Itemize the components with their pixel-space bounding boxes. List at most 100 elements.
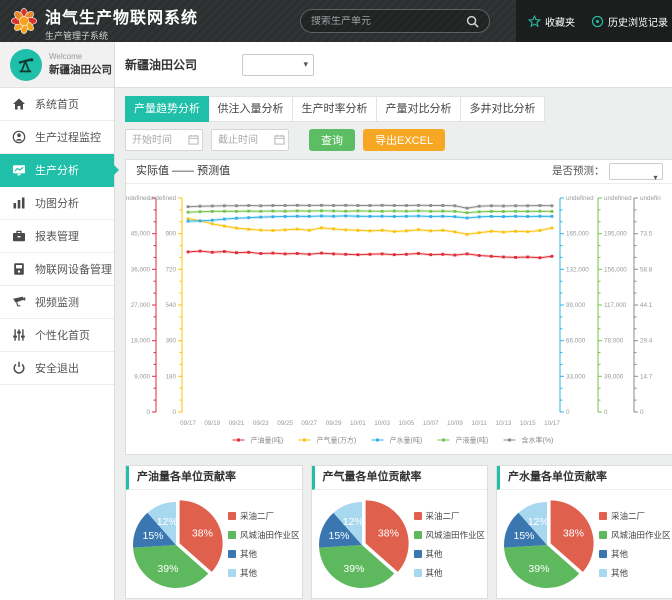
pie-legend-item[interactable]: 其他: [413, 567, 486, 579]
start-date-field[interactable]: [125, 129, 203, 151]
start-date-input[interactable]: [125, 129, 203, 151]
gas-pie-chart: 38% 39% 15% 12%: [314, 491, 414, 597]
svg-text:38%: 38%: [192, 528, 213, 540]
sidebar-item-dynamometer-analysis[interactable]: 功图分析: [0, 187, 114, 220]
search-input[interactable]: [311, 15, 466, 27]
legend-swatch: [413, 568, 422, 577]
sidebar-item-personalized-home[interactable]: 个性化首页: [0, 319, 114, 352]
pie-legend-item[interactable]: 采油二厂: [599, 510, 671, 522]
pie-legend-item[interactable]: 其他: [413, 548, 486, 560]
tab-multi-well-compare[interactable]: 多井对比分析: [461, 96, 545, 122]
query-button[interactable]: 查询: [309, 129, 355, 151]
svg-text:undefined: undefined: [148, 195, 176, 202]
svg-text:27,000: 27,000: [131, 302, 151, 309]
svg-text:73.5: 73.5: [640, 231, 653, 238]
svg-text:10/17: 10/17: [544, 420, 560, 427]
home-icon: [12, 97, 26, 111]
svg-text:15%: 15%: [514, 530, 535, 542]
svg-text:含水率(%): 含水率(%): [522, 436, 554, 445]
svg-text:132,000: 132,000: [566, 266, 589, 273]
pie-legend-item[interactable]: 采油二厂: [413, 510, 486, 522]
pie-legend-item[interactable]: 其他: [228, 548, 300, 560]
svg-text:14.7: 14.7: [640, 373, 653, 380]
pie-legend-item[interactable]: 风城油田作业区: [413, 529, 486, 541]
tab-production-time-rate[interactable]: 生产时率分析: [293, 96, 377, 122]
svg-text:产油量(吨): 产油量(吨): [251, 436, 284, 445]
search-icon[interactable]: [466, 15, 479, 28]
svg-text:undefined: undefined: [640, 195, 661, 202]
svg-text:0: 0: [146, 409, 150, 416]
svg-text:9,000: 9,000: [134, 373, 150, 380]
legend-label: 其他: [611, 567, 629, 578]
history-label: 历史浏览记录: [608, 17, 668, 29]
pie-legend-item[interactable]: 其他: [599, 548, 671, 560]
unit-select[interactable]: [242, 53, 315, 76]
svg-text:0: 0: [172, 409, 176, 416]
pie-panel-gas: 产气量各单位贡献率 38% 39% 15% 12% 采油二厂 风城油田作业区 其他 其…: [310, 465, 489, 599]
pumpjack-icon: [18, 57, 34, 72]
history-button[interactable]: 历史浏览记录: [591, 14, 668, 29]
pie-legend-item[interactable]: 采油二厂: [228, 510, 300, 522]
sidebar-item-process-monitor[interactable]: 生产过程监控: [0, 121, 114, 154]
sidebar-item-production-analysis[interactable]: 生产分析: [0, 154, 119, 187]
legend-label: 风城油田作业区: [425, 529, 486, 540]
svg-text:15%: 15%: [328, 530, 349, 542]
pie-legend-item[interactable]: 风城油田作业区: [599, 529, 671, 541]
tab-production-compare[interactable]: 产量对比分析: [377, 96, 461, 122]
history-clock-icon: [591, 15, 604, 27]
svg-text:39%: 39%: [157, 563, 178, 575]
pie-title-gas: 产气量各单位贡献率: [311, 466, 488, 490]
user-block: Welcome 新疆油田公司: [0, 42, 114, 88]
svg-text:0: 0: [566, 409, 570, 416]
end-date-field[interactable]: [211, 129, 289, 151]
svg-text:10/05: 10/05: [399, 420, 415, 427]
monitor-analysis-icon: [12, 163, 26, 177]
legend-label: 其他: [425, 548, 443, 559]
tab-injection-analysis[interactable]: 供注入量分析: [209, 96, 293, 122]
legend-swatch: [599, 511, 608, 520]
calendar-icon[interactable]: [188, 134, 199, 145]
sidebar-item-home[interactable]: 系统首页: [0, 88, 114, 121]
predict-label: 是否预测：: [552, 165, 605, 177]
calendar-icon[interactable]: [274, 134, 285, 145]
legend-swatch: [413, 549, 422, 558]
sidebar-item-iot-device-management[interactable]: 物联网设备管理: [0, 253, 114, 286]
svg-text:36,000: 36,000: [131, 266, 151, 273]
legend-swatch: [413, 511, 422, 520]
pie-legend-item[interactable]: 其他: [228, 567, 300, 579]
sidebar-item-label: 安全退出: [35, 363, 79, 375]
svg-text:10/07: 10/07: [423, 420, 439, 427]
svg-text:117,000: 117,000: [604, 302, 627, 309]
petrochina-logo-icon: [11, 8, 37, 34]
pie-legend-item[interactable]: 其他: [599, 567, 671, 579]
export-excel-button[interactable]: 导出EXCEL: [363, 129, 446, 151]
svg-text:09/25: 09/25: [277, 420, 293, 427]
legend-label: 其他: [240, 548, 258, 559]
sidebar-item-report-management[interactable]: 报表管理: [0, 220, 114, 253]
svg-text:33,000: 33,000: [566, 373, 586, 380]
svg-text:09/27: 09/27: [301, 420, 317, 427]
end-date-input[interactable]: [211, 129, 289, 151]
svg-text:38%: 38%: [563, 528, 584, 540]
sidebar-item-label: 生产分析: [35, 165, 79, 177]
favorites-button[interactable]: 收藏夹: [528, 14, 575, 29]
sidebar-item-video-monitoring[interactable]: 视频监测: [0, 286, 114, 319]
app-subtitle: 生产管理子系统: [45, 31, 109, 41]
water-pie-chart: 38% 39% 15% 12%: [499, 491, 599, 597]
svg-text:09/29: 09/29: [326, 420, 342, 427]
legend-swatch: [228, 549, 236, 558]
sidebar-item-label: 系统首页: [35, 99, 79, 111]
tab-production-trend[interactable]: 产量趋势分析: [125, 96, 209, 122]
filter-bar: 查询 导出EXCEL: [125, 129, 672, 151]
legend-swatch: [599, 530, 608, 539]
svg-text:44.1: 44.1: [640, 302, 653, 309]
predict-select[interactable]: [608, 163, 663, 189]
legend-swatch: [599, 568, 608, 577]
svg-text:undefined: undefined: [604, 195, 632, 202]
search-box[interactable]: [300, 9, 490, 33]
sidebar-item-logout[interactable]: 安全退出: [0, 352, 114, 385]
legend-swatch: [228, 530, 236, 539]
pie-title-water: 产水量各单位贡献率: [497, 466, 672, 490]
svg-text:180: 180: [165, 373, 176, 380]
pie-legend-item[interactable]: 风城油田作业区: [228, 529, 300, 541]
